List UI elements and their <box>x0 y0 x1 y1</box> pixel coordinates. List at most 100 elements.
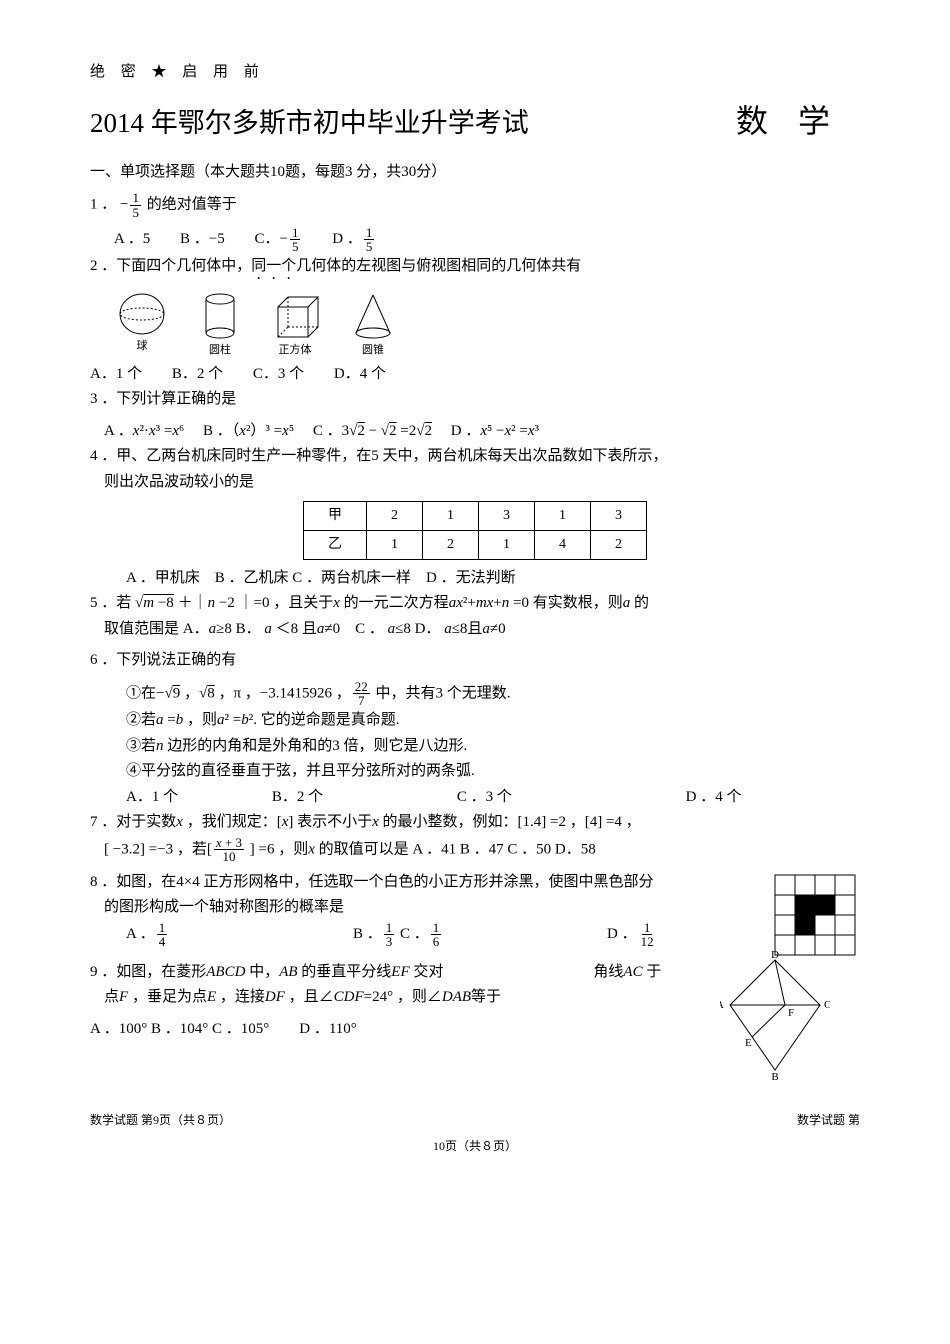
q1-options: A ．5 B ．−5 C．−15 D ．15 <box>90 226 860 254</box>
q2-opt-b: B．2 个 <box>172 366 223 382</box>
q1-d-den: 5 <box>364 240 375 254</box>
question-2: 2 ．下面四个几何体中，同一个几何体的左视图与俯视图相同的几何体共有 <box>90 254 860 283</box>
q7-line2: [ −3.2] =−3 ，若[x + 310 ] =6 ，则x 的取值可以是 A… <box>90 836 860 864</box>
q1-minus: − <box>120 197 128 213</box>
subject-label: 数学 <box>736 94 860 148</box>
q1-opt-b-val: −5 <box>209 231 225 247</box>
cell: 2 <box>423 530 479 559</box>
question-5: 5 ．若 √m −8 ＋｜n −2 ｜=0 ，且关于x 的一元二次方程ax²+m… <box>90 591 860 642</box>
q6-num: 22 <box>353 680 370 695</box>
q2-opt-a: A．1 个 <box>90 366 142 382</box>
q8-line2: 的图形构成一个轴对称图形的概率是 <box>90 895 860 921</box>
q8-d-den: 12 <box>639 935 656 949</box>
q7-2b: ] =6 ，则x 的取值可以是 A ．41 B ．47 C ．50 D．58 <box>246 841 596 857</box>
q8-b: B ．13 <box>353 926 396 942</box>
q8-a-den: 4 <box>157 935 168 949</box>
question-1: 1 ． −15 的绝对值等于 <box>90 191 860 219</box>
q1-opt-d: D ．15 <box>332 231 376 247</box>
cell: 3 <box>479 502 535 531</box>
exam-title: 2014 年鄂尔多斯市初中毕业升学考试 <box>90 101 529 147</box>
lbl-a: A <box>720 999 724 1011</box>
table-row: 乙 1 2 1 4 2 <box>304 530 647 559</box>
q7-den: 10 <box>220 850 237 864</box>
question-7: 7 ．对于实数x ，我们规定：[x] 表示不小于x 的最小整数，例如：[1.4]… <box>90 810 860 864</box>
cylinder-icon <box>200 291 240 341</box>
cell: 乙 <box>304 530 367 559</box>
q3-opt-b: B ．（x²）³ =x⁵ <box>203 423 294 439</box>
footer-center: 10页（共８页） <box>90 1136 860 1156</box>
q4-line1: 4 ．甲、乙两台机床同时生产一种零件，在5 天中，两台机床每天出次品数如下表所示… <box>90 444 860 470</box>
lbl-f: F <box>788 1007 794 1019</box>
q1-c-num: 1 <box>290 226 301 241</box>
q8-b-num: 1 <box>384 921 395 936</box>
q6-c: C ．3 个 <box>457 789 512 805</box>
cylinder-label: 圆柱 <box>209 341 231 360</box>
cone-icon <box>350 291 396 341</box>
q5-b: ＋｜n −2 ｜=0 ，且关于x 的一元二次方程ax²+mx+n =0 有实数根… <box>178 595 649 611</box>
q3-options: A ．x²·x³ =x⁶ B ．（x²）³ =x⁵ C ．3√2 − √2 =2… <box>90 419 860 445</box>
q4-table: 甲 2 1 3 1 3 乙 1 2 1 4 2 <box>303 501 647 560</box>
q6-d: D ．4 个 <box>686 789 742 805</box>
q6-s1b: ， <box>180 685 199 701</box>
q1-opt-a: A ．5 <box>114 231 150 247</box>
q1-fraction: 15 <box>130 191 141 219</box>
footer-right: 数学试题 第 <box>797 1110 860 1130</box>
q5-sqrt: √m −8 <box>135 595 174 611</box>
cube-label: 正方体 <box>279 341 312 360</box>
question-6: 6 ．下列说法正确的有 <box>90 648 860 674</box>
q4-options: A ．甲机床 B ．乙机床 C ．两台机床一样 D ．无法判断 <box>90 566 860 592</box>
q3-opt-d: D ．x⁵ −x² =x³ <box>451 423 539 439</box>
q6-a: A．1 个 <box>126 789 178 805</box>
cell: 2 <box>367 502 423 531</box>
q6-sqrt8: 8 <box>207 685 215 701</box>
shape-sphere: 球 <box>114 291 170 360</box>
q6-frac: 227 <box>353 680 370 708</box>
cell: 1 <box>423 502 479 531</box>
q1-opt-b: B ．−5 <box>180 231 225 247</box>
q1-d-num: 1 <box>364 226 375 241</box>
q1-suffix: 的绝对值等于 <box>147 197 237 213</box>
shape-cylinder: 圆柱 <box>200 291 240 360</box>
q8-c-den: 6 <box>431 935 442 949</box>
q1-opt-c: C．−15 <box>255 231 303 247</box>
q6-options: A．1 个 B．2 个 C ．3 个 D ．4 个 <box>90 785 860 811</box>
cell: 3 <box>591 502 647 531</box>
q6-s1d: 中，共有3 个无理数. <box>372 685 511 701</box>
q1-c-den: 5 <box>290 240 301 254</box>
cell: 1 <box>479 530 535 559</box>
rhombus-figure: D A C B F E <box>720 950 830 1080</box>
question-3: 3 ．下列计算正确的是 <box>90 387 860 413</box>
grid-figure <box>770 870 860 960</box>
confidential-marker: 绝 密 ★ 启 用 前 <box>90 60 860 86</box>
q8-b-den: 3 <box>384 935 395 949</box>
q1-c-sign: − <box>280 231 288 247</box>
q2-text: 2 ．下面四个几何体中， <box>90 258 251 274</box>
q6-b: B．2 个 <box>272 789 323 805</box>
cell: 1 <box>535 502 591 531</box>
q3-opt-c: C ．3√2 − √2 =2√2 <box>313 423 432 439</box>
q6-s1: ①在−√9 ，√8 ，π ，−3.1415926 ，227 中，共有3 个无理数… <box>90 680 860 708</box>
q2-text2: 几何体的左视图与俯视图相同的几何体共有 <box>296 258 581 274</box>
question-8: 8 ．如图，在4×4 正方形网格中，任选取一个白色的小正方形并涂黑，使图中黑色部… <box>90 870 860 949</box>
q2-emph: 同一个 <box>251 258 296 274</box>
q1-d-frac: 15 <box>364 226 375 254</box>
lbl-b: B <box>771 1071 778 1080</box>
shape-cone: 圆锥 <box>350 291 396 360</box>
q7-num: x + 3 <box>214 836 244 851</box>
q8-d: D ．112 <box>607 926 658 942</box>
q6-s4: ④平分弦的直径垂直于弦，并且平分弦所对的两条弧. <box>90 759 860 785</box>
q8-c: C ．16 <box>400 926 443 942</box>
q3-opt-a: A ．x²·x³ =x⁶ <box>104 423 184 439</box>
title-row: 2014 年鄂尔多斯市初中毕业升学考试 数学 <box>90 94 860 148</box>
q1-opt-a-val: 5 <box>143 231 151 247</box>
q8-d-num: 1 <box>642 921 653 936</box>
cube-icon <box>270 291 320 341</box>
q1-c-frac: 15 <box>290 226 301 254</box>
cell: 2 <box>591 530 647 559</box>
shape-cube: 正方体 <box>270 291 320 360</box>
cone-label: 圆锥 <box>362 341 384 360</box>
q2-options: A．1 个 B．2 个 C．3 个 D．4 个 <box>90 362 860 388</box>
lbl-c: C <box>824 999 830 1011</box>
q6-s2: ②若a =b ，则a² =b². 它的逆命题是真命题. <box>90 708 860 734</box>
q6-s1c: ，π ，−3.1415926 ， <box>215 685 351 701</box>
